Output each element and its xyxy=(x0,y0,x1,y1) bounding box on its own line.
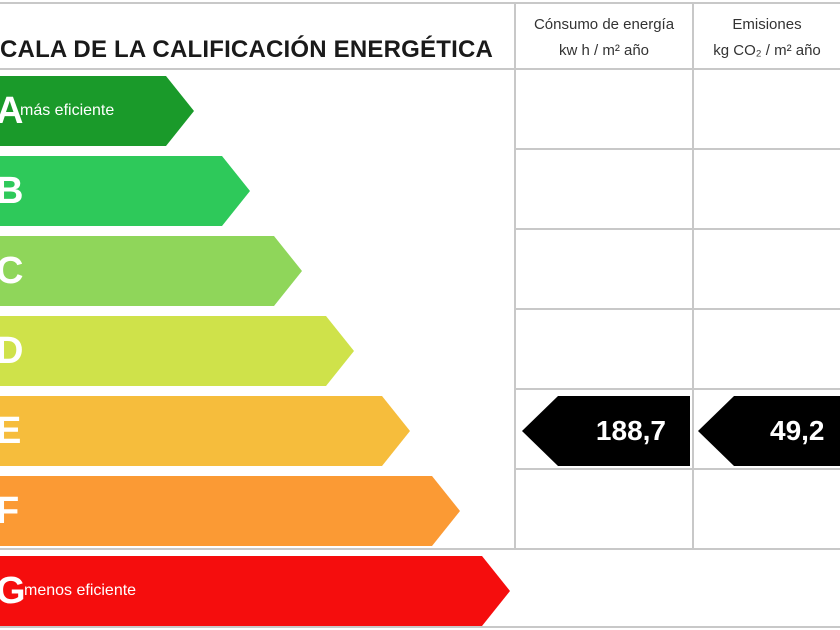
emisiones-value-badge: 49,2 xyxy=(698,396,840,466)
emisiones-header: Emisiones kg CO₂ / m² año xyxy=(694,12,840,64)
row-divider-line xyxy=(0,548,840,550)
arrow-shape-icon xyxy=(0,396,410,466)
rating-arrow-b: B xyxy=(0,156,250,226)
rating-arrow-e: E xyxy=(0,396,410,466)
row-divider-line xyxy=(514,148,840,150)
arrow-shape-icon xyxy=(0,156,250,226)
row-divider-line xyxy=(514,228,840,230)
emisiones-header-line2: kg CO₂ / m² año xyxy=(713,42,821,59)
emisiones-header-line1: Emisiones xyxy=(732,16,802,33)
consumo-header-line1: Cónsumo de energía xyxy=(533,16,675,33)
rating-note: más eficiente xyxy=(20,102,115,119)
arrow-shape-icon xyxy=(0,236,302,306)
rating-arrow-f: F xyxy=(0,476,460,546)
bottom-border-line xyxy=(0,626,840,628)
column-divider-line xyxy=(514,2,516,548)
consumo-value: 188,7 xyxy=(595,415,666,446)
rating-letter: B xyxy=(0,170,24,212)
rating-letter: F xyxy=(0,490,20,532)
arrow-shape-icon xyxy=(0,76,194,146)
row-divider-line xyxy=(514,468,840,470)
page-title: CALA DE LA CALIFICACIÓN ENERGÉTICA xyxy=(0,36,494,63)
rating-arrow-d: D xyxy=(0,316,354,386)
rating-letter: E xyxy=(0,410,22,452)
row-divider-line xyxy=(514,308,840,310)
rating-letter: C xyxy=(0,250,24,292)
arrow-shape-icon xyxy=(0,556,510,626)
header-divider-line xyxy=(0,68,840,70)
rating-arrow-c: C xyxy=(0,236,302,306)
column-divider-line xyxy=(692,2,694,548)
top-border-line xyxy=(0,2,840,4)
consumo-value-badge: 188,7 xyxy=(522,396,690,466)
black-arrow-icon xyxy=(522,396,690,466)
arrow-shape-icon xyxy=(0,476,460,546)
rating-letter: A xyxy=(0,90,24,132)
rating-note: menos eficiente xyxy=(24,582,137,599)
rating-letter: G xyxy=(0,570,26,612)
row-divider-line xyxy=(514,388,840,390)
arrow-shape-icon xyxy=(0,316,354,386)
emisiones-value: 49,2 xyxy=(770,415,825,446)
black-arrow-icon xyxy=(698,396,840,466)
rating-letter: D xyxy=(0,330,24,372)
consumo-header: Cónsumo de energía kw h / m² año xyxy=(516,12,692,64)
consumo-header-line2: kw h / m² año xyxy=(558,42,650,59)
